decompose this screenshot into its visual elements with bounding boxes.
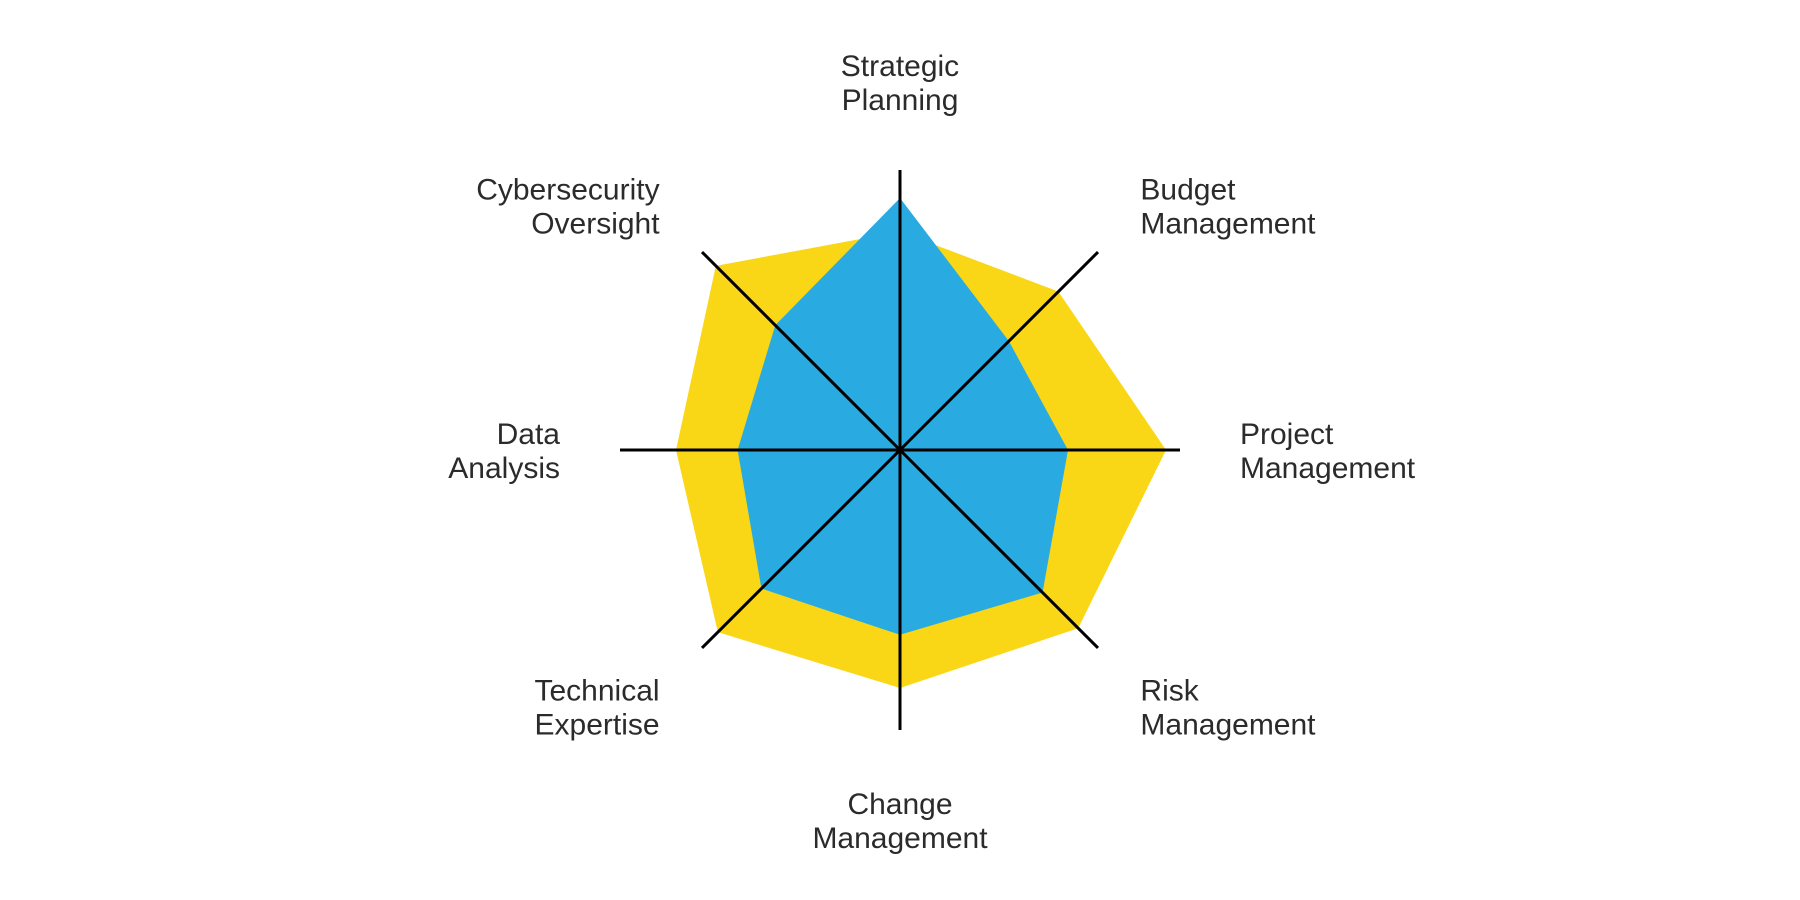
axis-label-budget-management-line-0: Budget [1140, 174, 1236, 207]
axis-label-technical-expertise: TechnicalExpertise [535, 674, 660, 741]
axis-label-technical-expertise-line-1: Expertise [535, 708, 660, 741]
axis-label-cybersecurity-oversight: CybersecurityOversight [476, 174, 660, 241]
axis-label-risk-management: RiskManagement [1140, 674, 1316, 741]
radar-chart: StrategicPlanningBudgetManagementProject… [0, 0, 1800, 900]
axis-label-project-management-line-0: Project [1240, 418, 1334, 451]
axis-label-budget-management-line-1: Management [1140, 208, 1316, 241]
axis-label-data-analysis-line-0: Data [497, 418, 561, 451]
axis-label-cybersecurity-oversight-line-1: Oversight [531, 208, 660, 241]
axis-label-change-management-line-1: Management [812, 822, 988, 855]
axis-label-risk-management-line-1: Management [1140, 708, 1316, 741]
axis-label-strategic-planning-line-0: Strategic [841, 50, 959, 83]
axis-label-risk-management-line-0: Risk [1140, 674, 1199, 707]
axis-label-budget-management: BudgetManagement [1140, 174, 1316, 241]
radar-chart-container: StrategicPlanningBudgetManagementProject… [0, 0, 1800, 900]
axis-label-strategic-planning-line-1: Planning [842, 84, 959, 117]
axis-label-project-management-line-1: Management [1240, 452, 1416, 485]
axis-label-technical-expertise-line-0: Technical [535, 674, 660, 707]
axis-label-change-management-line-0: Change [847, 788, 952, 821]
axis-label-data-analysis-line-1: Analysis [448, 452, 560, 485]
axis-label-data-analysis: DataAnalysis [448, 418, 560, 485]
axis-label-project-management: ProjectManagement [1240, 418, 1416, 485]
axis-label-cybersecurity-oversight-line-0: Cybersecurity [476, 174, 659, 207]
axis-label-strategic-planning: StrategicPlanning [841, 50, 959, 117]
axis-label-change-management: ChangeManagement [812, 788, 988, 855]
